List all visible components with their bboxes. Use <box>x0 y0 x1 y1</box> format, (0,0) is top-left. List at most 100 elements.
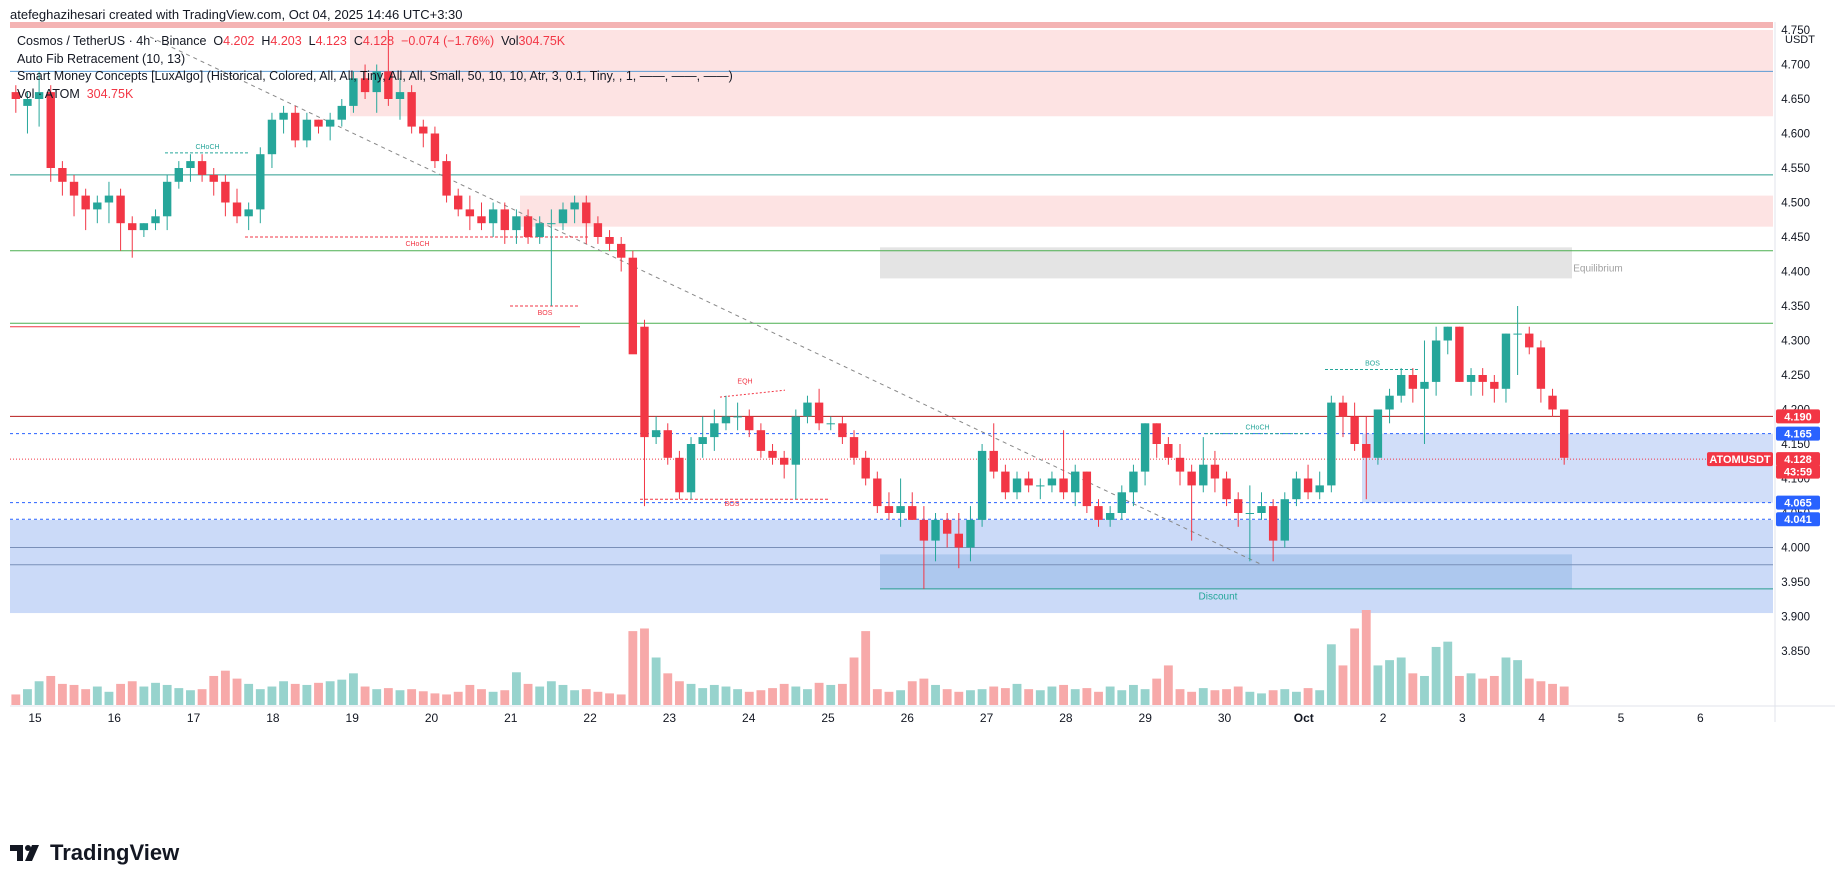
legend-high: 4.203 <box>270 34 302 48</box>
volume-bar <box>803 689 812 705</box>
volume-bar <box>709 684 719 705</box>
chart-area[interactable]: CHoCH CHoCH BOS CHoCH BOS EQH BOS Equilibrium Di… <box>0 22 1835 883</box>
time-tick-label: 16 <box>108 711 122 725</box>
zone-supply <box>520 195 1773 227</box>
volume-bar <box>686 683 696 705</box>
volume-bar <box>290 683 300 705</box>
candle-body <box>314 119 323 127</box>
volume-bar <box>1536 681 1546 705</box>
time-tick-label: 6 <box>1697 711 1704 725</box>
candle-body <box>1373 409 1383 458</box>
volume-bar <box>418 691 428 705</box>
time-tick-label: 26 <box>901 711 915 725</box>
candle-body <box>698 437 707 444</box>
time-tick-label: 23 <box>663 711 677 725</box>
indicator-fib[interactable]: Auto Fib Retracement (10, 13) <box>17 51 186 66</box>
volume-bar <box>81 689 91 705</box>
volume-bar <box>1548 683 1557 705</box>
volume-bar <box>430 693 440 705</box>
volume-bar <box>302 684 312 705</box>
volume-bar <box>1059 684 1069 705</box>
volume-bar <box>139 686 149 705</box>
price-tag-bg <box>1776 409 1820 424</box>
candle-body <box>1129 471 1138 493</box>
price-tag-bg <box>1776 426 1820 441</box>
price-tick-label: 4.400 <box>1781 267 1810 279</box>
candle-body <box>756 430 766 451</box>
zone-demand <box>880 554 1572 589</box>
candle-body <box>779 457 789 465</box>
indicator-smc[interactable]: Smart Money Concepts [LuxAlgo] (Historic… <box>17 69 733 83</box>
candle-body <box>640 326 649 438</box>
volume-bar <box>768 688 777 705</box>
candle-body <box>1187 471 1196 486</box>
candle-body <box>512 216 521 231</box>
candle-body <box>1408 375 1418 389</box>
volume-bar <box>1559 686 1569 705</box>
time-tick-label: 4 <box>1538 711 1545 725</box>
volume-bar <box>826 684 836 705</box>
price-tag-bg <box>1776 464 1820 479</box>
volume-bar <box>255 689 265 705</box>
time-tick-label: 18 <box>266 711 280 725</box>
volume-bar <box>1361 610 1371 705</box>
candle-body <box>93 202 102 210</box>
price-tag-label: 4.065 <box>1784 498 1812 510</box>
time-tick-label: 28 <box>1059 711 1073 725</box>
volume-bar <box>1105 686 1115 705</box>
candle-body <box>1315 485 1324 493</box>
volume-bar <box>1187 691 1197 705</box>
volume-bar <box>244 683 254 705</box>
volume-bar <box>46 675 56 705</box>
time-tick-label: 27 <box>980 711 994 725</box>
candle-body <box>1059 478 1068 493</box>
candlestick-chart[interactable]: CHoCH CHoCH BOS CHoCH BOS EQH BOS Equilibrium Di… <box>0 22 1835 883</box>
candle-body <box>232 202 242 217</box>
time-tick-label: Oct <box>1294 711 1314 725</box>
candle-body <box>814 402 824 424</box>
indicator-volume[interactable]: Vol · ATOM 304.75K <box>17 86 733 104</box>
candle-body <box>1559 409 1569 458</box>
candle-body <box>1362 444 1371 458</box>
candle-body <box>1175 457 1185 472</box>
legend-symbol[interactable]: Cosmos / TetherUS · 4h · Binance <box>17 34 207 48</box>
candle-body <box>1140 423 1150 472</box>
candle-body <box>896 506 905 513</box>
candle-body <box>1420 381 1429 389</box>
volume-bar <box>966 690 975 705</box>
volume-bar <box>1035 690 1045 705</box>
candle-body <box>104 195 114 203</box>
candle-body <box>1152 423 1161 444</box>
legend-ohlc-row[interactable]: Cosmos / TetherUS · 4h · Binance O4.202 … <box>17 33 733 51</box>
volume-bar <box>1338 665 1348 705</box>
candle-body <box>186 161 195 168</box>
candle-body <box>221 181 230 203</box>
candle-body <box>768 450 777 458</box>
volume-bar <box>267 686 277 705</box>
tradingview-logo-icon <box>10 845 39 861</box>
choch-marker-2-label: CHoCH <box>405 241 429 248</box>
volume-bar <box>465 684 475 705</box>
volume-bar <box>698 688 708 705</box>
choch-marker-1-label: CHoCH <box>195 144 219 151</box>
candle-body <box>931 519 940 541</box>
candle-body <box>942 519 952 534</box>
volume-bar <box>1373 665 1383 705</box>
candle-body <box>1466 375 1476 382</box>
candle-body <box>919 519 929 541</box>
time-tick-label: 30 <box>1218 711 1232 725</box>
volume-bar <box>1082 688 1092 705</box>
price-tag-bg <box>1776 512 1820 527</box>
candle-body <box>488 209 498 224</box>
volume-bar <box>1094 691 1103 705</box>
volume-bar <box>1396 657 1406 705</box>
tradingview-logo[interactable]: TradingView <box>10 840 179 866</box>
candle-body <box>454 195 463 210</box>
volume-bar <box>616 694 626 705</box>
candle-body <box>465 209 475 217</box>
legend-low: 4.123 <box>315 34 347 48</box>
candle-body <box>977 450 987 520</box>
candle-body <box>1257 506 1266 513</box>
choch-marker-3-label: CHoCH <box>1245 425 1269 432</box>
candle-body <box>162 181 172 217</box>
